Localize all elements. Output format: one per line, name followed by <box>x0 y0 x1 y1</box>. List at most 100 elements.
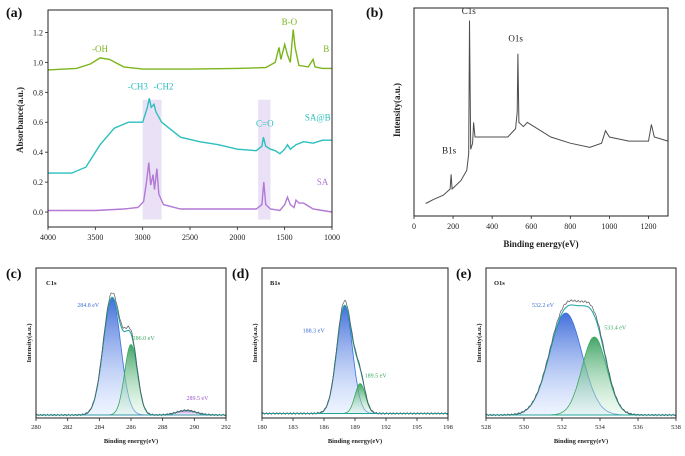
x-tick-label: 280 <box>31 424 41 431</box>
x-tick-label: 400 <box>486 222 498 231</box>
highlight-band <box>142 99 162 220</box>
y-axis-label-a: Absorbance(a.u.) <box>15 87 25 153</box>
peak-annotation: O1s <box>508 33 523 43</box>
peak-annotation: B1s <box>442 146 457 156</box>
y-axis-label-c: Intensity(a.u.) <box>26 323 33 362</box>
panel-label-b: (b) <box>366 6 383 21</box>
annotation: SA <box>317 177 329 187</box>
x-tick-label: 800 <box>564 222 576 231</box>
x-tick-label: 530 <box>519 424 529 431</box>
x-tick-label: 1500 <box>277 233 293 242</box>
x-tick-label: 290 <box>189 424 199 431</box>
x-axis-label-b: Binding energy(eV) <box>503 239 578 249</box>
y-axis-label-e: Intensity(a.u.) <box>476 323 483 362</box>
y-tick-label: 1.0 <box>33 58 43 67</box>
x-ticks-d: 180 183 186 189 192 195 198 <box>257 418 453 431</box>
axes-frame-b <box>413 7 669 217</box>
x-tick-label: 198 <box>443 424 453 431</box>
highlight-band <box>258 99 271 220</box>
x-tick-label: 2500 <box>182 233 198 242</box>
y-tick-label: 0.6 <box>33 118 43 127</box>
x-tick-label: 2000 <box>229 233 245 242</box>
series-line <box>47 29 332 71</box>
annotations-b: C1s O1s B1s <box>442 6 523 155</box>
fit-peak <box>36 343 226 416</box>
x-tick-label: 528 <box>481 424 491 431</box>
x-tick-label: 192 <box>381 424 391 431</box>
b1s-fit: 188.3 eV 189.5 eV <box>261 299 449 415</box>
x-tick-label: 282 <box>63 424 73 431</box>
y-axis-label-b: Intensity(a.u.) <box>392 83 402 137</box>
x-tick-label: 532 <box>557 424 567 431</box>
panel-label-e: (e) <box>456 267 472 282</box>
x-tick-label: 3000 <box>135 233 151 242</box>
survey-line <box>425 20 669 204</box>
peak-label: 289.5 eV <box>187 396 210 402</box>
x-tick-label: 1200 <box>640 222 656 231</box>
annotation: -CH2 <box>153 81 173 91</box>
x-tick-label: 288 <box>158 424 168 431</box>
y-tick-label: 0.0 <box>33 208 43 217</box>
annotation: B <box>323 44 329 54</box>
x-axis-label-c: Binding energy(eV) <box>104 438 158 445</box>
panel-b: (b) 0 200 400 600 800 1000 1200 C1s O1s B1s Bind… <box>366 6 669 249</box>
x-axis-label-d: Binding energy(eV) <box>328 438 382 445</box>
x-tick-label: 286 <box>126 424 137 431</box>
x-tick-label: 0 <box>412 222 416 231</box>
x-tick-label: 189 <box>350 424 360 431</box>
x-tick-label: 600 <box>525 222 537 231</box>
peak-label: 188.3 eV <box>303 329 326 335</box>
panel-label-d: (d) <box>232 267 249 282</box>
annotation: B-O <box>282 17 298 27</box>
x-axis-label-e: Binding energy(eV) <box>554 438 608 445</box>
spectrum-title-c: C1s <box>46 280 57 287</box>
x-ticks-a: 4000 3500 3000 2500 2000 1500 1000 <box>40 227 340 242</box>
x-tick-label: 200 <box>447 222 459 231</box>
spectrum-title-d: B1s <box>270 280 281 287</box>
o1s-fit: 532.2 eV 533.4 eV <box>485 299 677 417</box>
y-axis-label-d: Intensity(a.u.) <box>252 323 259 362</box>
peak-label: 533.4 eV <box>604 326 627 332</box>
peak-label: 189.5 eV <box>365 374 388 380</box>
annotation: SA@B <box>305 113 331 123</box>
spectrum-title-e: O1s <box>494 280 505 287</box>
x-tick-label: 284 <box>94 424 105 431</box>
x-tick-label: 195 <box>412 424 422 431</box>
y-ticks-a: 0.0 0.2 0.4 0.6 0.8 1.0 1.2 <box>33 28 48 217</box>
y-tick-label: 0.4 <box>33 148 43 157</box>
y-tick-label: 1.2 <box>33 28 43 37</box>
x-tick-label: 292 <box>221 424 231 431</box>
x-tick-label: 3500 <box>87 233 103 242</box>
c1s-fit: 284.8 eV 286.0 eV 289.5 eV <box>35 292 227 417</box>
x-tick-label: 1000 <box>324 233 340 242</box>
annotation: -CH3 <box>128 81 148 91</box>
panel-label-c: (c) <box>6 267 22 282</box>
highlight-bands <box>142 99 271 220</box>
axes-frame-e <box>485 267 677 419</box>
panel-a: (a) 4000 3500 3000 2500 2000 1500 1000 0.00.20… <box>6 6 340 242</box>
x-tick-label: 4000 <box>40 233 56 242</box>
x-tick-label: 183 <box>288 424 298 431</box>
x-tick-label: 538 <box>671 424 681 431</box>
series-line <box>48 98 332 174</box>
annotation: C=O <box>256 119 274 129</box>
x-tick-label: 536 <box>633 424 644 431</box>
xps-survey-series <box>425 20 669 204</box>
x-tick-label: 1000 <box>601 222 617 231</box>
y-tick-label: 0.2 <box>33 178 43 187</box>
x-ticks-b: 0 200 400 600 800 1000 1200 <box>412 216 656 231</box>
peak-label: 284.8 eV <box>77 303 100 309</box>
panel-label-a: (a) <box>6 6 23 21</box>
ftir-series <box>47 29 333 213</box>
y-tick-label: 0.8 <box>33 88 43 97</box>
peak-label: 286.0 eV <box>133 336 156 342</box>
axes-frame-a <box>47 9 333 228</box>
x-ticks-c: 280 282 284 286 288 290 292 <box>31 418 231 431</box>
x-ticks-e: 528 530 532 534 536 538 <box>481 418 681 431</box>
annotation: -OH <box>92 44 108 54</box>
series-line <box>48 162 333 213</box>
